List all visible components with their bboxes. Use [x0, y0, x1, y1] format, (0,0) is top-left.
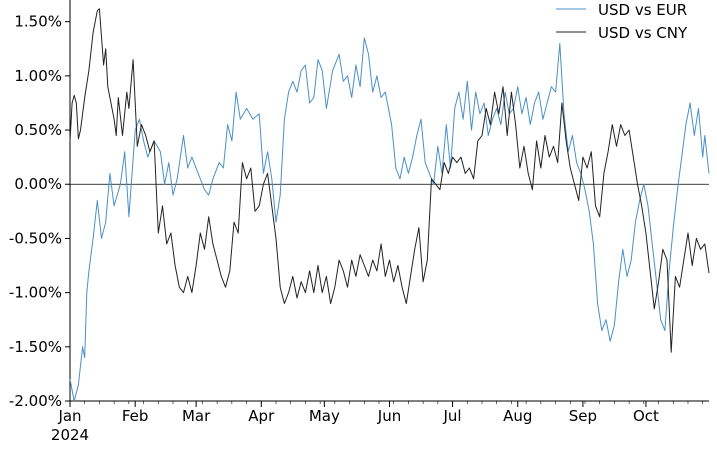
- x-tick-label: Aug: [503, 407, 532, 425]
- axes: 1.50% 1.00% 0.50% 0.00% -0.50% -1.00% -1.50% -2…: [9, 0, 709, 444]
- x-tick-label: Jun: [377, 407, 401, 425]
- legend-label-usd-cny: USD vs CNY: [598, 24, 688, 42]
- x-tick-label: Feb: [122, 407, 149, 425]
- y-tick-label: -1.00%: [9, 284, 62, 302]
- y-tick-label: -1.50%: [9, 338, 62, 356]
- series-layer: [69, 8, 710, 402]
- x-tick-label: May: [309, 407, 340, 425]
- y-tick-label: 1.00%: [14, 67, 62, 85]
- legend-label-usd-eur: USD vs EUR: [598, 1, 687, 19]
- x-tick-year-label: 2024: [51, 426, 89, 444]
- series-line-usd-vs-cny: [69, 8, 710, 353]
- x-tick-label: Mar: [182, 407, 211, 425]
- x-tick-label: Jul: [443, 407, 462, 425]
- legend: USD vs EUR USD vs CNY: [556, 1, 688, 42]
- x-tick-label: Jan: [57, 407, 81, 425]
- y-tick-label: -0.50%: [9, 229, 62, 247]
- y-tick-label: 0.00%: [14, 175, 62, 193]
- y-tick-label: 0.50%: [14, 121, 62, 139]
- y-tick-label: 1.50%: [14, 13, 62, 31]
- y-tick-label: -2.00%: [9, 392, 62, 410]
- series-line-usd-vs-eur: [69, 37, 710, 402]
- x-tick-label: Sep: [569, 407, 597, 425]
- x-tick-label: Oct: [633, 407, 659, 425]
- x-tick-label: Apr: [248, 407, 275, 425]
